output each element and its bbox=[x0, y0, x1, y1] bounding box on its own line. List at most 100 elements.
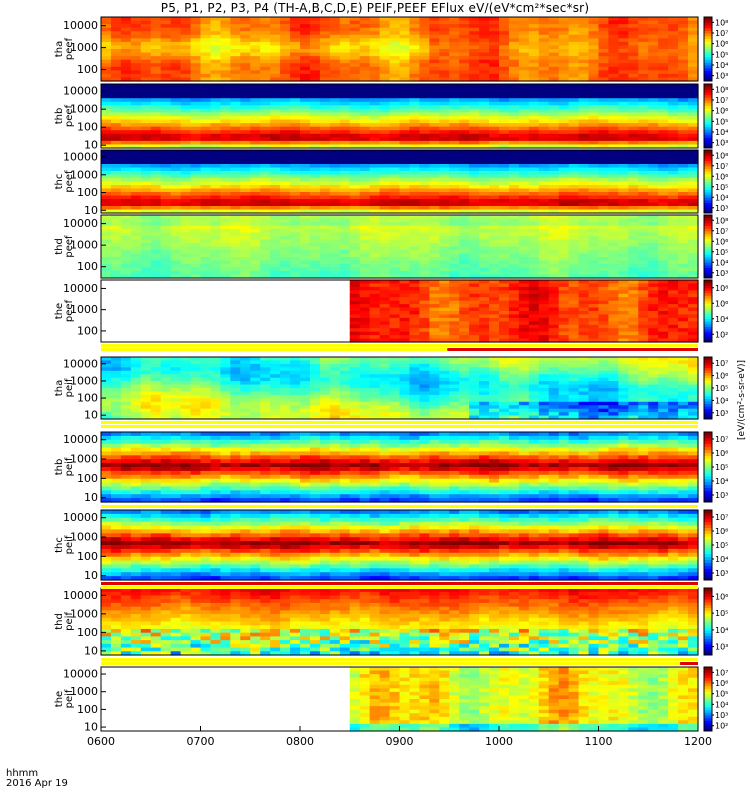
spectrogram-cell bbox=[688, 101, 699, 106]
spectrogram-cell bbox=[180, 257, 192, 262]
colorbar-tick-label: 10⁸ bbox=[715, 85, 728, 94]
spectrogram-cell bbox=[479, 188, 490, 193]
spectrogram-cell bbox=[190, 45, 202, 50]
spectrogram-cell bbox=[439, 236, 450, 241]
spectrogram-cell bbox=[598, 311, 610, 316]
spectrogram-cell bbox=[280, 91, 291, 96]
spectrogram-cell bbox=[688, 77, 699, 82]
spectrogram-cell bbox=[668, 178, 679, 183]
spectrogram-cell bbox=[479, 164, 490, 169]
spectrogram-cell bbox=[170, 70, 182, 75]
spectrogram-cell bbox=[190, 31, 202, 36]
spectrogram-cell bbox=[240, 167, 251, 172]
spectrogram-cell bbox=[648, 112, 659, 117]
spectrogram-cell bbox=[270, 91, 281, 96]
spectrogram-cell bbox=[260, 174, 271, 179]
spectrogram-cell bbox=[688, 206, 699, 211]
spectrogram-cell bbox=[210, 84, 221, 89]
spectrogram-cell bbox=[678, 239, 689, 244]
spectrogram-cell bbox=[399, 73, 411, 79]
spectrogram-cell bbox=[200, 144, 212, 149]
spectrogram-cell bbox=[678, 77, 689, 82]
spectrogram-cell bbox=[349, 280, 361, 285]
spectrogram-cell bbox=[349, 84, 361, 89]
spectrogram-cell bbox=[270, 70, 281, 75]
spectrogram-cell bbox=[678, 267, 689, 272]
spectrogram-cell bbox=[180, 218, 192, 223]
spectrogram-cell bbox=[170, 215, 182, 220]
spectrogram-cell bbox=[588, 70, 600, 75]
spectrogram-cell bbox=[608, 157, 619, 162]
spectrogram-cell bbox=[528, 243, 540, 248]
spectrogram-cell bbox=[379, 243, 391, 248]
spectrogram-cell bbox=[409, 63, 420, 68]
spectrogram-cell bbox=[270, 59, 281, 64]
spectrogram-cell bbox=[120, 123, 132, 128]
spectrogram-cell bbox=[220, 144, 231, 149]
spectrogram-cell bbox=[369, 321, 381, 326]
spectrogram-cell bbox=[439, 257, 450, 262]
spectrogram-cell bbox=[469, 209, 480, 214]
spectrogram-cell bbox=[489, 286, 500, 291]
spectrogram-cell bbox=[180, 73, 192, 79]
spectrogram-cell bbox=[638, 87, 649, 92]
spectrogram-cell bbox=[349, 70, 361, 75]
spectrogram-cell bbox=[290, 199, 301, 204]
spectrogram-cell bbox=[518, 153, 530, 158]
spectrogram-cell bbox=[409, 192, 420, 197]
spectrogram-cell bbox=[688, 105, 699, 110]
spectrogram-cell bbox=[389, 101, 401, 106]
spectrogram-cell bbox=[459, 130, 470, 135]
spectrogram-cell bbox=[449, 27, 460, 32]
spectrogram-cell bbox=[439, 202, 450, 207]
spectrogram-cell bbox=[658, 150, 669, 155]
spectrogram-cell bbox=[469, 77, 480, 82]
spectrogram-cell bbox=[230, 112, 241, 117]
spectrogram-cell bbox=[548, 264, 560, 269]
spectrogram-cell bbox=[379, 123, 391, 128]
spectrogram-cell bbox=[260, 70, 271, 75]
spectrogram-cell bbox=[399, 218, 411, 223]
y-tick-label: 1000 bbox=[70, 103, 98, 116]
spectrogram-cell bbox=[349, 112, 361, 117]
spectrogram-cell bbox=[349, 34, 361, 39]
spectrogram-cell bbox=[439, 331, 450, 336]
spectrogram-cell bbox=[449, 317, 460, 322]
spectrogram-cell bbox=[300, 98, 311, 103]
spectrogram-cell bbox=[439, 164, 450, 169]
spectrogram-cell bbox=[499, 314, 510, 319]
spectrogram-cell bbox=[300, 87, 311, 92]
spectrogram-cell bbox=[250, 199, 261, 204]
spectrogram-cell bbox=[528, 286, 540, 291]
spectrogram-cell bbox=[349, 167, 361, 172]
spectrogram-cell bbox=[668, 123, 679, 128]
spectrogram-cell bbox=[489, 192, 500, 197]
colorbar-segment bbox=[704, 275, 712, 279]
spectrogram-cell bbox=[290, 239, 301, 244]
spectrogram-cell bbox=[319, 185, 331, 190]
spectrogram-cell bbox=[359, 94, 371, 99]
spectrogram-cell bbox=[608, 274, 619, 279]
spectrogram-cell bbox=[678, 73, 689, 79]
spectrogram-cell bbox=[349, 317, 361, 322]
spectrogram-cell bbox=[678, 98, 689, 103]
spectrogram-cell bbox=[280, 77, 291, 82]
spectrogram-cell bbox=[409, 112, 420, 117]
spectrogram-cell bbox=[499, 246, 510, 251]
spectrogram-cell bbox=[518, 250, 530, 255]
spectrogram-cell bbox=[459, 178, 470, 183]
spectrogram-cell bbox=[558, 153, 570, 158]
spectrogram-cell bbox=[101, 87, 112, 92]
spectrogram-cell bbox=[120, 27, 132, 32]
spectrogram-cell bbox=[598, 116, 610, 121]
colorbar-segment bbox=[704, 132, 712, 136]
spectrogram-cell bbox=[260, 77, 271, 82]
spectrogram-cell bbox=[429, 178, 440, 183]
spectrogram-cell bbox=[658, 199, 669, 204]
spectrogram-cell bbox=[578, 286, 590, 291]
spectrogram-cell bbox=[658, 264, 669, 269]
spectrogram-cell bbox=[309, 257, 321, 262]
spectrogram-cell bbox=[538, 181, 550, 186]
spectrogram-cell bbox=[240, 45, 251, 50]
spectrogram-cell bbox=[648, 63, 659, 68]
